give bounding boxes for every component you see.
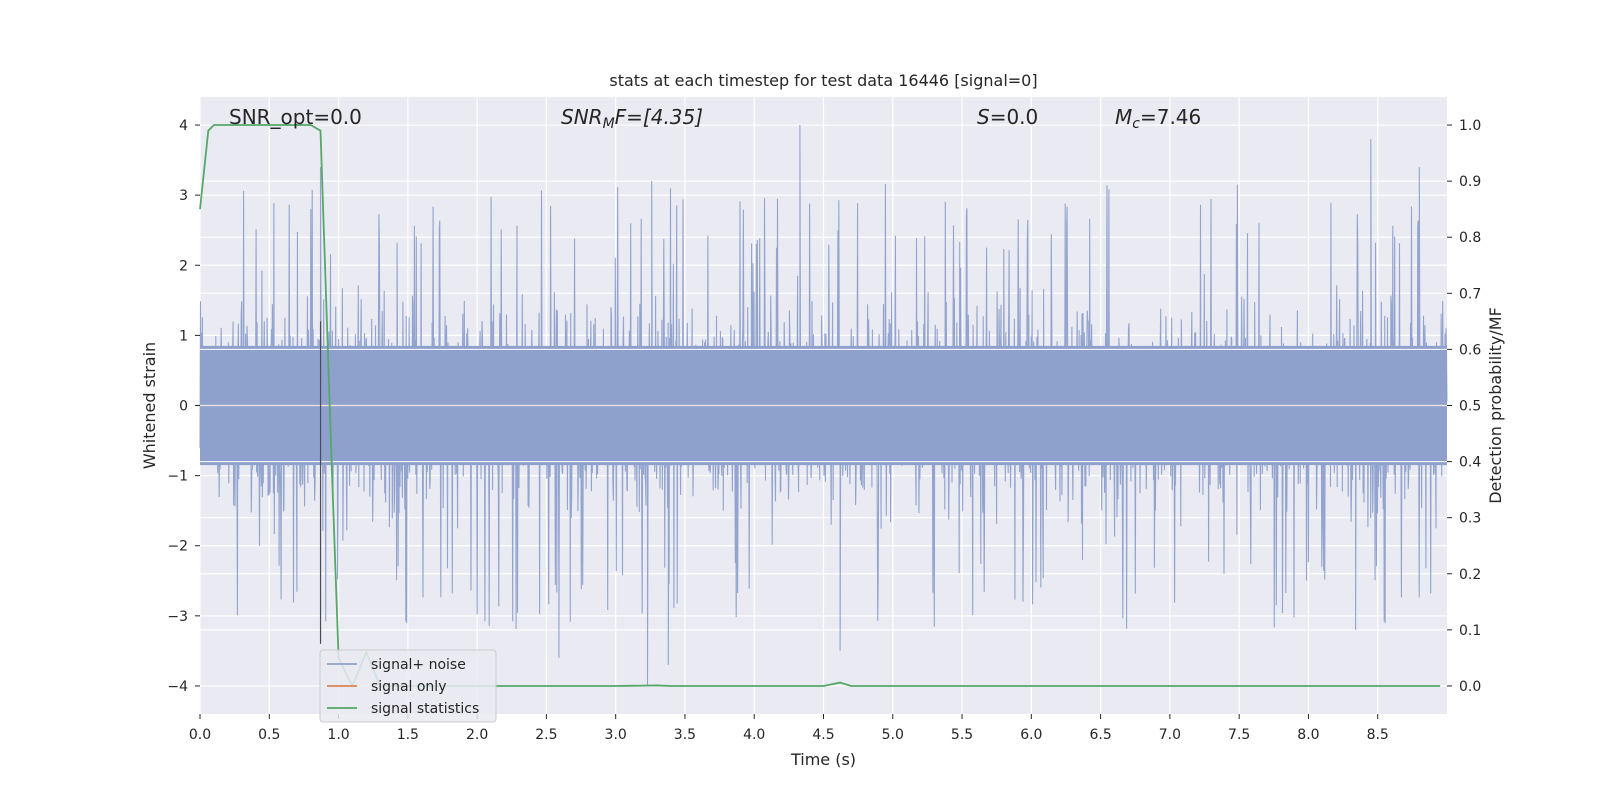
x-tick-label: 4.5 [812, 727, 834, 743]
legend-label-signal-statistics: signal statistics [371, 701, 479, 717]
legend: signal+ noise signal only signal statist… [319, 649, 497, 723]
y-left-tick-label: −1 [167, 469, 188, 485]
y-right-tick-label: 0.7 [1459, 286, 1481, 302]
x-tick-label: 6.0 [1020, 727, 1042, 743]
annotation-snr-opt: SNR_opt=0.0 [229, 105, 362, 129]
legend-box [319, 649, 497, 723]
y-axis-right: 1.0 0.9 0.8 0.7 0.6 0.5 0.4 0.3 0.2 0.1 0.0 [1447, 118, 1481, 695]
snr-mf-prefix: SNR [561, 105, 603, 129]
x-tick-label: 8.0 [1297, 727, 1319, 743]
x-tick-label: 4.0 [743, 727, 765, 743]
y-right-tick-label: 0.9 [1459, 174, 1481, 190]
mc-subscript: c [1132, 116, 1140, 132]
y-left-tick-label: −3 [167, 609, 188, 625]
annotation-mc: Mc=7.46 [1115, 105, 1201, 132]
x-tick-label: 2.5 [535, 727, 557, 743]
y-left-tick-label: 2 [179, 258, 188, 274]
x-tick-label: 0.0 [189, 727, 211, 743]
x-axis: 0.0 0.5 1.0 1.5 2.0 2.5 3.0 3.5 4.0 4.5 5.0 5.5 6.0 6… [189, 714, 1389, 743]
y-right-tick-label: 0.5 [1459, 399, 1481, 415]
mc-symbol: M [1115, 105, 1132, 129]
y-axis-label-left: Whitened strain [140, 342, 159, 469]
y-right-tick-label: 0.3 [1459, 511, 1481, 527]
x-tick-label: 5.5 [951, 727, 973, 743]
snr-mf-suffix: F=[4.35] [615, 105, 703, 129]
x-tick-label: 1.0 [327, 727, 349, 743]
y-right-tick-label: 1.0 [1459, 118, 1481, 134]
y-right-tick-label: 0.0 [1459, 679, 1481, 695]
x-tick-label: 2.0 [466, 727, 488, 743]
x-tick-label: 3.0 [605, 727, 627, 743]
snr-mf-subscript: M [603, 116, 615, 132]
legend-label-signal-noise: signal+ noise [371, 657, 466, 673]
x-tick-label: 7.5 [1228, 727, 1250, 743]
y-left-tick-label: −2 [167, 539, 188, 555]
y-right-tick-label: 0.2 [1459, 567, 1481, 583]
y-right-tick-label: 0.4 [1459, 455, 1481, 471]
x-tick-label: 5.0 [882, 727, 904, 743]
y-left-tick-label: 3 [179, 188, 188, 204]
annotation-snr-mf: SNRMF=[4.35] [561, 105, 703, 132]
y-left-tick-label: 1 [179, 328, 188, 344]
s-value: =0.0 [990, 105, 1039, 129]
y-left-tick-label: 4 [179, 118, 188, 134]
y-right-tick-label: 0.1 [1459, 623, 1481, 639]
y-axis-left: 4 3 2 1 0 −1 −2 −3 −4 [167, 118, 200, 695]
s-symbol: S [977, 105, 990, 129]
legend-label-signal-only: signal only [371, 679, 446, 695]
annotation-s: S=0.0 [977, 105, 1038, 129]
y-left-tick-label: 0 [179, 399, 188, 415]
x-tick-label: 6.5 [1089, 727, 1111, 743]
x-tick-label: 3.5 [674, 727, 696, 743]
y-left-tick-label: −4 [167, 679, 188, 695]
y-axis-label-right: Detection probability/MF [1486, 307, 1505, 504]
y-right-tick-label: 0.6 [1459, 342, 1481, 358]
x-tick-label: 0.5 [258, 727, 280, 743]
series-signal-noise [199, 124, 1448, 687]
x-tick-label: 7.0 [1159, 727, 1181, 743]
x-tick-label: 8.5 [1367, 727, 1389, 743]
chart-title: stats at each timestep for test data 164… [609, 71, 1037, 90]
mc-value: =7.46 [1140, 105, 1201, 129]
x-axis-label: Time (s) [790, 750, 856, 769]
y-right-tick-label: 0.8 [1459, 230, 1481, 246]
x-tick-label: 1.5 [397, 727, 419, 743]
